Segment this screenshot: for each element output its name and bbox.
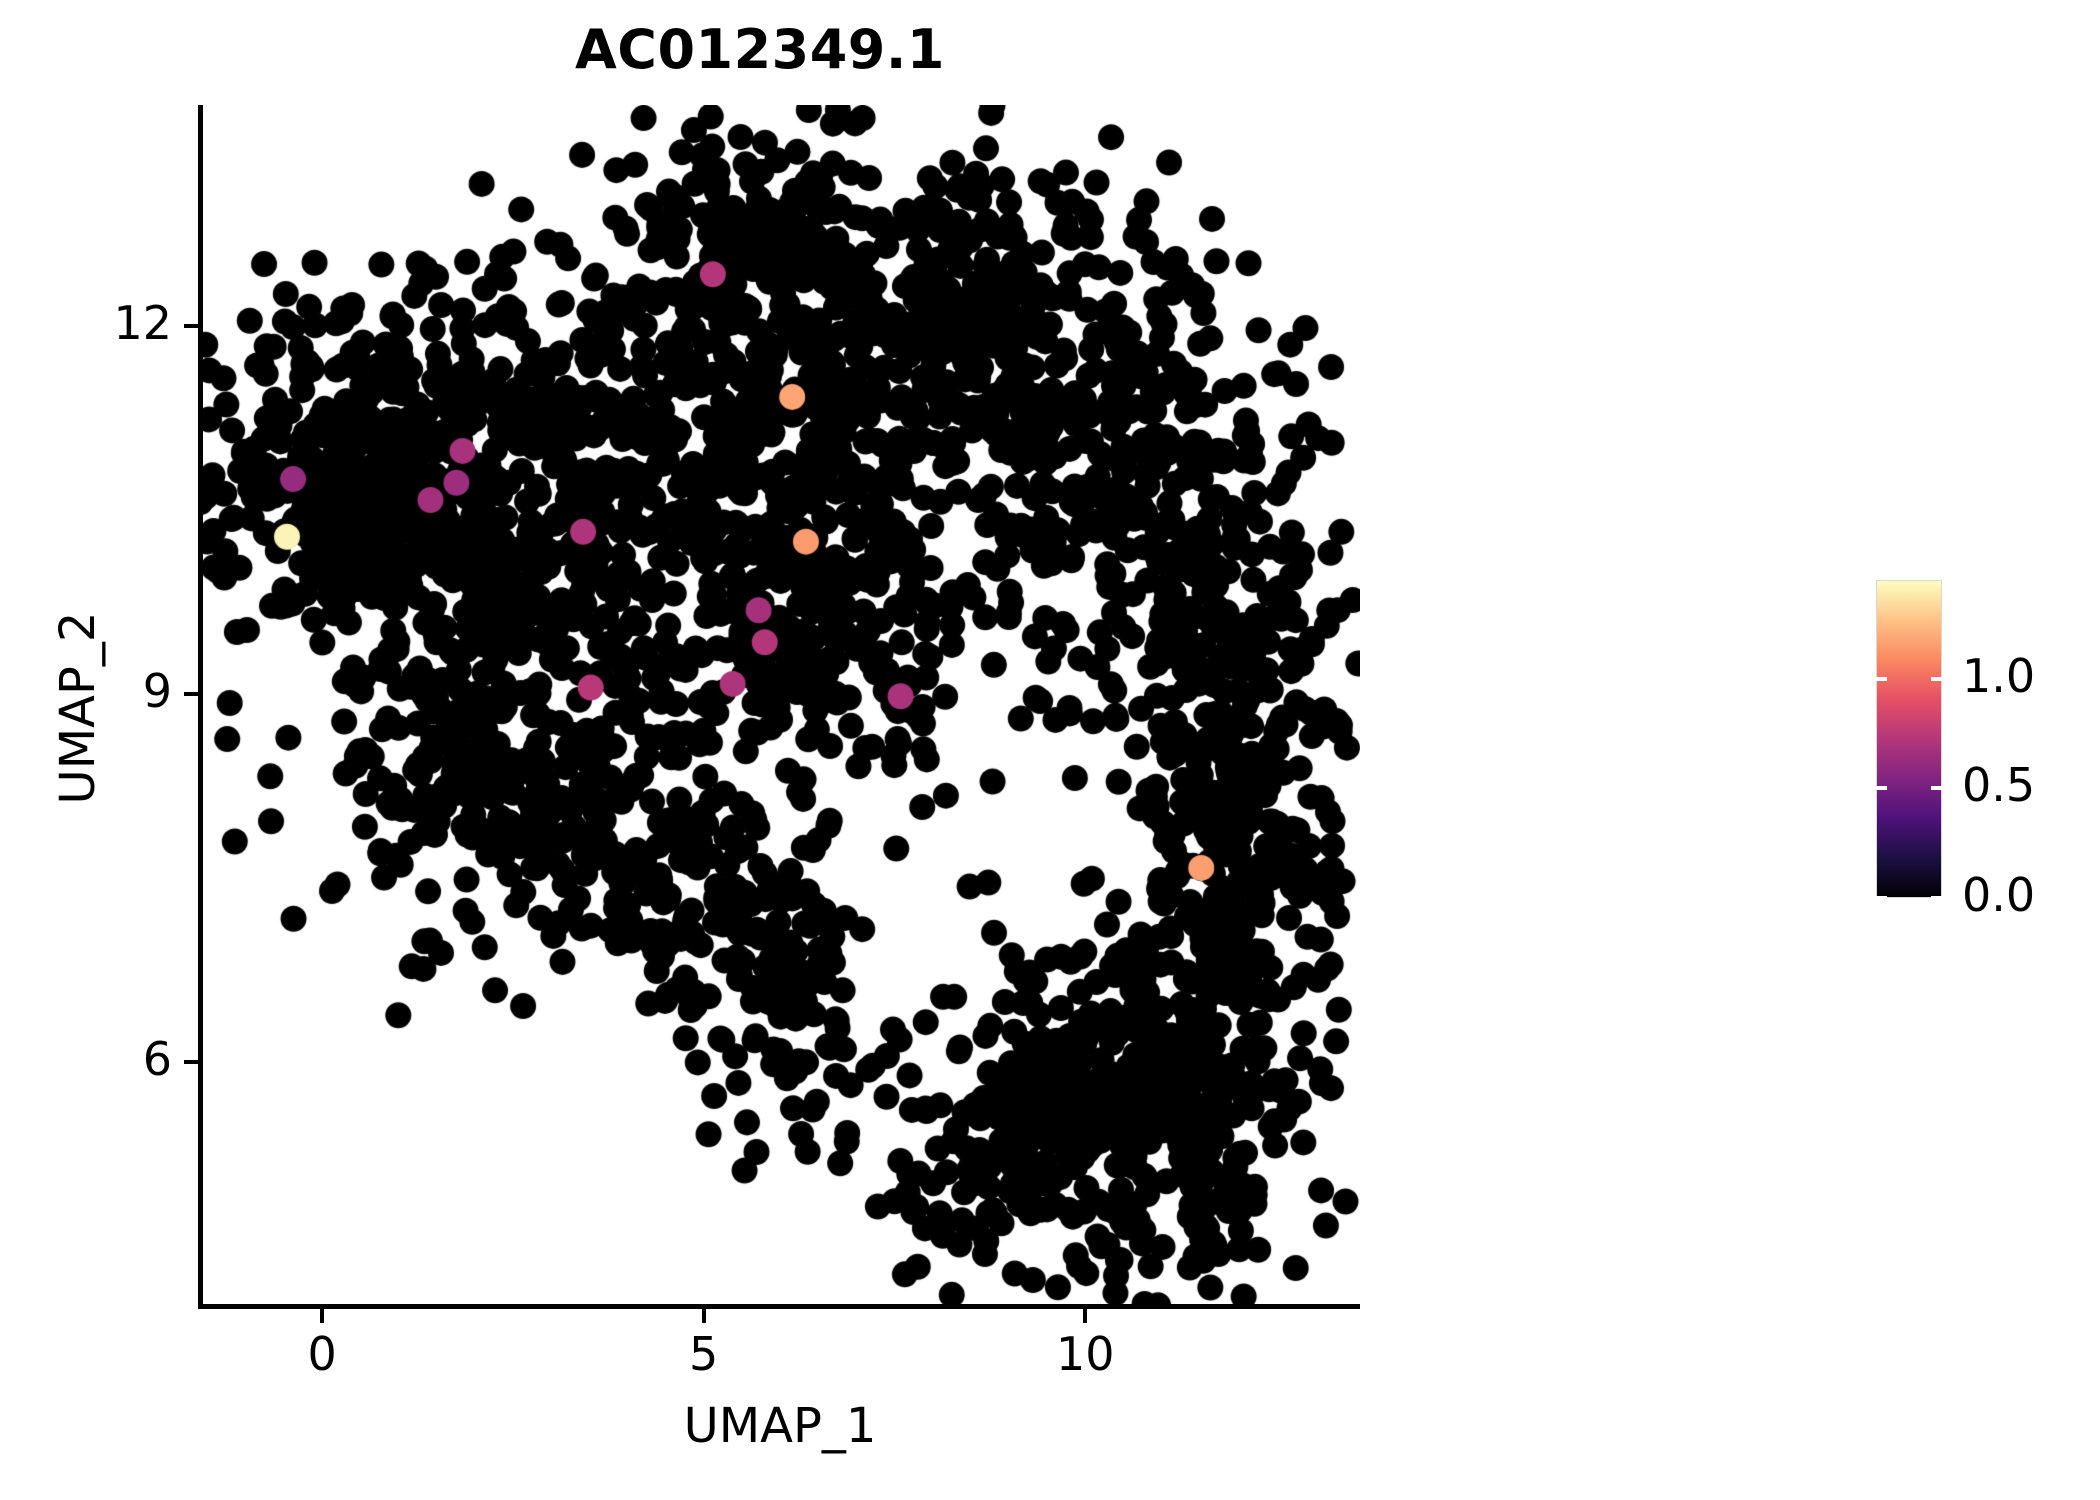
colorbar-tick-mark	[1931, 676, 1942, 681]
colorbar: 0.0 0.5 1.0	[1876, 580, 2035, 922]
x-tick-label: 10	[1055, 1327, 1115, 1381]
x-tick-mark	[320, 1309, 325, 1323]
colorbar-tick-mark	[1876, 676, 1887, 681]
x-tick-label: 0	[307, 1327, 337, 1381]
y-tick-mark	[184, 323, 198, 328]
x-axis-label: UMAP_1	[683, 1398, 877, 1454]
x-tick-mark	[1083, 1309, 1088, 1323]
colorbar-tick-mark	[1931, 896, 1942, 900]
x-tick-mark	[701, 1309, 706, 1323]
y-axis-spine	[198, 105, 203, 1309]
scatter-points-canvas	[200, 105, 1360, 1307]
x-tick-label: 5	[689, 1327, 719, 1381]
y-tick-label: 6	[142, 1031, 172, 1086]
y-tick-label: 9	[142, 663, 172, 718]
colorbar-tick-mark	[1876, 896, 1887, 900]
colorbar-tick-label: 1.0	[1962, 648, 2036, 703]
colorbar-tick-label: 0.0	[1962, 868, 2036, 922]
y-tick-mark	[184, 1059, 198, 1064]
colorbar-tick-mark	[1931, 786, 1942, 791]
y-axis-label: UMAP_2	[50, 611, 106, 805]
page-title: AC012349.1	[575, 18, 945, 81]
plot-area	[200, 105, 1360, 1307]
colorbar-gradient	[1876, 580, 1942, 898]
y-tick-label: 12	[113, 295, 172, 350]
y-tick-mark	[184, 691, 198, 696]
colorbar-tick-mark	[1876, 786, 1887, 791]
x-axis-spine	[198, 1304, 1360, 1309]
colorbar-tick-label: 0.5	[1962, 758, 2036, 813]
